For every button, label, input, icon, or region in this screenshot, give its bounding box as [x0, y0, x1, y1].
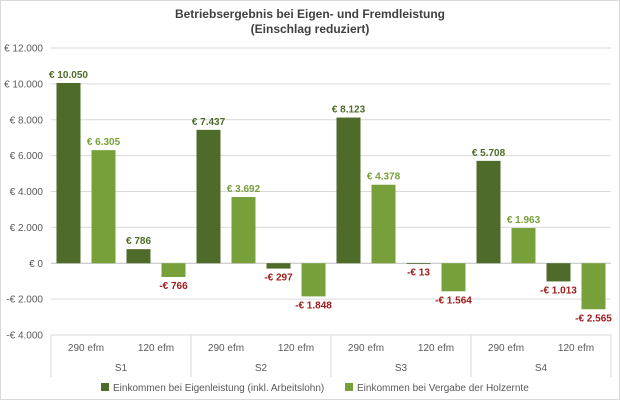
- data-label: € 5.708: [472, 148, 506, 159]
- category-label: 120 efm: [138, 343, 174, 354]
- data-label: -€ 1.848: [295, 300, 332, 311]
- data-label: -€ 2.565: [575, 313, 612, 324]
- bar: [476, 160, 501, 264]
- category-label: 120 efm: [418, 343, 454, 354]
- data-label: € 3.692: [227, 184, 261, 195]
- y-tick-label: € 0: [29, 259, 43, 270]
- data-label: -€ 766: [159, 281, 188, 292]
- legend-swatch: [101, 383, 109, 391]
- data-label: -€ 1.013: [540, 285, 577, 296]
- y-tick-label: € 12.000: [4, 44, 43, 55]
- data-label: € 6.305: [87, 137, 121, 148]
- chart-title: Betriebsergebnis bei Eigen- und Fremdlei…: [175, 7, 445, 21]
- y-tick-label: -€ 4.000: [6, 331, 43, 342]
- legend: Einkommen bei Eigenleistung (inkl. Arbei…: [101, 383, 529, 394]
- category-label: 290 efm: [68, 343, 104, 354]
- bar: [196, 129, 221, 264]
- gridlines: [51, 47, 611, 336]
- data-label: € 786: [126, 236, 151, 247]
- y-tick-label: € 6.000: [10, 151, 44, 162]
- y-tick-label: -€ 2.000: [6, 295, 43, 306]
- y-tick-label: € 2.000: [10, 223, 44, 234]
- data-label: € 7.437: [192, 117, 226, 128]
- data-label: -€ 13: [407, 267, 430, 278]
- bar: [266, 263, 291, 269]
- bar: [231, 197, 256, 264]
- bar: [406, 263, 431, 265]
- bar: [441, 263, 466, 292]
- category-label: 290 efm: [348, 343, 384, 354]
- bar: [581, 263, 606, 310]
- bars: [56, 82, 606, 310]
- data-label: -€ 1.564: [435, 295, 472, 306]
- y-tick-label: € 4.000: [10, 187, 44, 198]
- group-label: S3: [395, 363, 408, 374]
- bar: [546, 263, 571, 282]
- category-label: 290 efm: [208, 343, 244, 354]
- legend-label: Einkommen bei Eigenleistung (inkl. Arbei…: [113, 383, 324, 394]
- bar: [126, 249, 151, 264]
- group-label: S1: [115, 363, 128, 374]
- y-tick-label: € 10.000: [4, 79, 43, 90]
- bar: [336, 117, 361, 264]
- bar: [161, 263, 186, 277]
- data-label: € 10.050: [49, 70, 88, 81]
- group-label: S2: [255, 363, 268, 374]
- legend-label: Einkommen bei Vergabe der Holzernte: [357, 383, 529, 394]
- x-axis: 290 efm 120 efm 290 efm 120 efm 290 efm 120 e…: [50, 334, 612, 377]
- bar: [371, 184, 396, 264]
- category-label: 290 efm: [488, 343, 524, 354]
- category-label: 120 efm: [558, 343, 594, 354]
- category-label: 120 efm: [278, 343, 314, 354]
- bar: [301, 263, 326, 297]
- data-label: € 8.123: [332, 105, 366, 116]
- y-axis: -€ 4.000 -€ 2.000 € 0 € 2.000 € 4.000 € 6.000…: [4, 44, 43, 342]
- legend-swatch: [345, 383, 353, 391]
- data-label: -€ 297: [264, 273, 293, 284]
- chart-subtitle: (Einschlag reduziert): [251, 22, 370, 36]
- bar: [511, 228, 536, 264]
- bar: [56, 82, 81, 264]
- data-label: € 1.963: [507, 215, 541, 226]
- y-tick-label: € 8.000: [10, 115, 44, 126]
- bar: [91, 150, 116, 264]
- data-labels: € 10.050 € 6.305 € 786 -€ 766 € 7.437 € 3.692…: [49, 70, 612, 324]
- data-label: € 4.378: [367, 172, 401, 183]
- group-label: S4: [535, 363, 548, 374]
